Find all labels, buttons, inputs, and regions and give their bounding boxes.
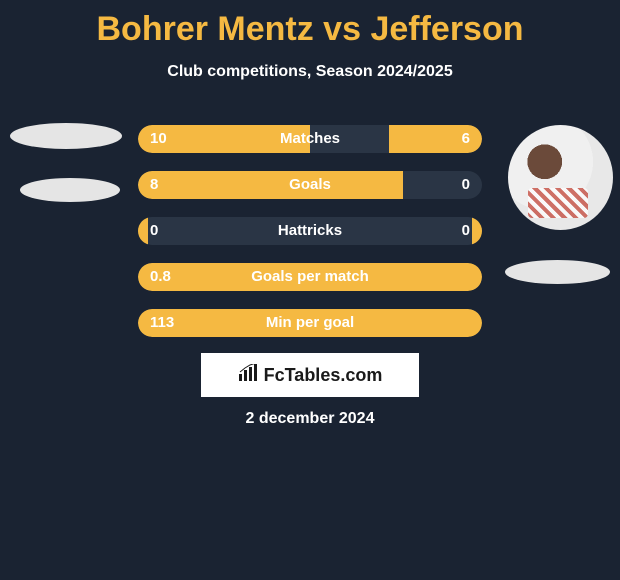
comparison-bars: 10 Matches 6 8 Goals 0 0 Hattricks 0 0.8… bbox=[138, 125, 482, 355]
logo-text: FcTables.com bbox=[264, 365, 383, 386]
player-left-placeholder-top bbox=[10, 123, 122, 149]
stat-label: Min per goal bbox=[138, 309, 482, 337]
player-right-shadow bbox=[505, 260, 610, 284]
stat-label: Hattricks bbox=[138, 217, 482, 245]
stat-label: Matches bbox=[138, 125, 482, 153]
stat-row-matches: 10 Matches 6 bbox=[138, 125, 482, 153]
player-right-avatar bbox=[508, 125, 613, 230]
player-left-placeholder-bottom bbox=[20, 178, 120, 202]
stat-right-value: 6 bbox=[462, 125, 470, 153]
stat-right-value: 0 bbox=[462, 217, 470, 245]
date-label: 2 december 2024 bbox=[0, 410, 620, 428]
stat-row-goals-per-match: 0.8 Goals per match bbox=[138, 263, 482, 291]
fctables-logo[interactable]: FcTables.com bbox=[201, 353, 419, 397]
bar-chart-icon bbox=[238, 364, 260, 387]
subtitle: Club competitions, Season 2024/2025 bbox=[0, 63, 620, 81]
stat-row-min-per-goal: 113 Min per goal bbox=[138, 309, 482, 337]
stat-row-goals: 8 Goals 0 bbox=[138, 171, 482, 199]
page-title: Bohrer Mentz vs Jefferson bbox=[0, 0, 620, 49]
stat-row-hattricks: 0 Hattricks 0 bbox=[138, 217, 482, 245]
stat-right-value: 0 bbox=[462, 171, 470, 199]
stat-label: Goals per match bbox=[138, 263, 482, 291]
stat-label: Goals bbox=[138, 171, 482, 199]
